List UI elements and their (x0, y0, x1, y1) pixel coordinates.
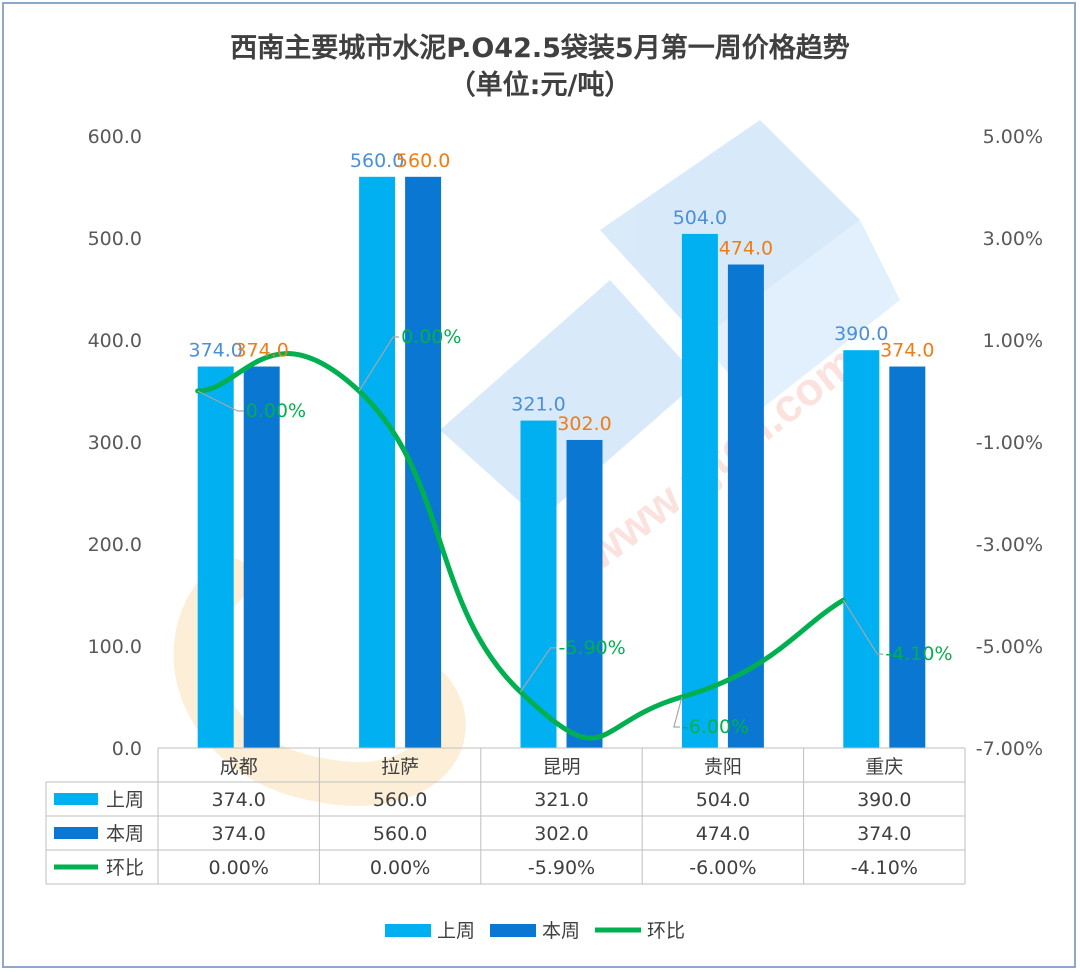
y-left-tick-label: 0.0 (112, 738, 142, 760)
table-cell: -4.10% (851, 857, 918, 879)
table-cell: 374.0 (211, 823, 265, 845)
category-label: 重庆 (865, 756, 903, 778)
bar-value-label: 321.0 (511, 394, 565, 416)
bar-last-week (359, 176, 396, 749)
table-cell: 504.0 (696, 789, 750, 811)
right-axis: -7.00% -5.00% -3.00% -1.00% 1.00% 3.00% 5.00% (976, 126, 1043, 760)
line-mom-change (195, 351, 846, 741)
bar-value-label: 390.0 (834, 323, 888, 345)
bar-this-week (243, 366, 280, 748)
legend-key (385, 924, 431, 937)
legend: 上周 本周 环比 (385, 920, 685, 942)
bar-value-label: 302.0 (557, 413, 611, 435)
table-cell: -6.00% (689, 857, 756, 879)
table-cell: 390.0 (857, 789, 911, 811)
category-label: 成都 (220, 756, 258, 778)
y-left-tick-label: 500.0 (88, 228, 142, 250)
bar-value-label: 474.0 (719, 238, 773, 260)
left-axis: 0.0 100.0 200.0 300.0 400.0 500.0 600.0 (88, 126, 142, 760)
table-cell: 302.0 (534, 823, 588, 845)
table-cell: -5.90% (528, 857, 595, 879)
bar-this-week (889, 366, 926, 748)
y-right-tick-label: 1.00% (983, 330, 1043, 352)
table-row-label: 环比 (106, 857, 144, 879)
bar-series (197, 176, 926, 749)
line-value-label: 0.00% (246, 400, 306, 422)
y-left-tick-label: 200.0 (88, 534, 142, 556)
table-cell: 560.0 (373, 823, 427, 845)
table-legend-key (54, 827, 98, 839)
leader-line (842, 599, 884, 655)
table-cell: 0.00% (209, 857, 269, 879)
bar-last-week (843, 350, 880, 748)
bar-value-label: 374.0 (234, 340, 288, 362)
line-value-label: -6.00% (682, 716, 749, 738)
bar-value-label: 374.0 (188, 340, 242, 362)
bar-last-week (681, 233, 718, 749)
y-right-tick-label: -7.00% (976, 738, 1043, 760)
table-cell: 0.00% (370, 857, 430, 879)
bar-value-label: 560.0 (350, 150, 404, 172)
bar-value-label: 560.0 (396, 150, 450, 172)
y-right-tick-label: -1.00% (976, 432, 1043, 454)
category-label: 昆明 (542, 756, 580, 778)
y-left-tick-label: 600.0 (88, 126, 142, 148)
category-label: 贵阳 (704, 756, 742, 778)
table-legend-key (54, 793, 98, 805)
y-left-tick-label: 300.0 (88, 432, 142, 454)
bar-value-label: 504.0 (673, 207, 727, 229)
y-right-tick-label: 3.00% (983, 228, 1043, 250)
y-right-tick-label: -5.00% (976, 636, 1043, 658)
table-cell: 374.0 (211, 789, 265, 811)
line-value-label: 0.00% (401, 326, 461, 348)
category-label: 拉萨 (381, 756, 419, 778)
y-left-tick-label: 400.0 (88, 330, 142, 352)
table-cell: 321.0 (534, 789, 588, 811)
y-left-tick-label: 100.0 (88, 636, 142, 658)
chart-subtitle: （单位:元/吨） (449, 69, 632, 101)
line-value-label: -5.90% (559, 637, 626, 659)
line-value-label: -4.10% (885, 643, 952, 665)
legend-label: 环比 (647, 920, 685, 942)
bar-this-week (566, 439, 603, 748)
table-row-label: 本周 (106, 823, 144, 845)
leader-line (673, 696, 683, 728)
data-labels: 374.0560.0321.0504.0390.0374.0560.0302.0… (188, 150, 952, 738)
legend-label: 上周 (437, 920, 475, 942)
table-cell: 560.0 (373, 789, 427, 811)
y-right-tick-label: 5.00% (983, 126, 1043, 148)
table-row-label: 上周 (106, 789, 144, 811)
bar-last-week (197, 366, 234, 748)
line-series (195, 351, 846, 741)
leader-line (197, 390, 244, 412)
bar-last-week (520, 420, 557, 748)
y-right-tick-label: -3.00% (976, 534, 1043, 556)
chart-title: 西南主要城市水泥P.O42.5袋装5月第一周价格趋势 (230, 32, 849, 64)
legend-key (490, 924, 536, 937)
legend-label: 本周 (542, 920, 580, 942)
bar-this-week (727, 264, 764, 748)
bar-value-label: 374.0 (880, 340, 934, 362)
table-cell: 474.0 (696, 823, 750, 845)
table-cell: 374.0 (857, 823, 911, 845)
leader-line (358, 336, 400, 392)
leader-line (520, 647, 557, 693)
